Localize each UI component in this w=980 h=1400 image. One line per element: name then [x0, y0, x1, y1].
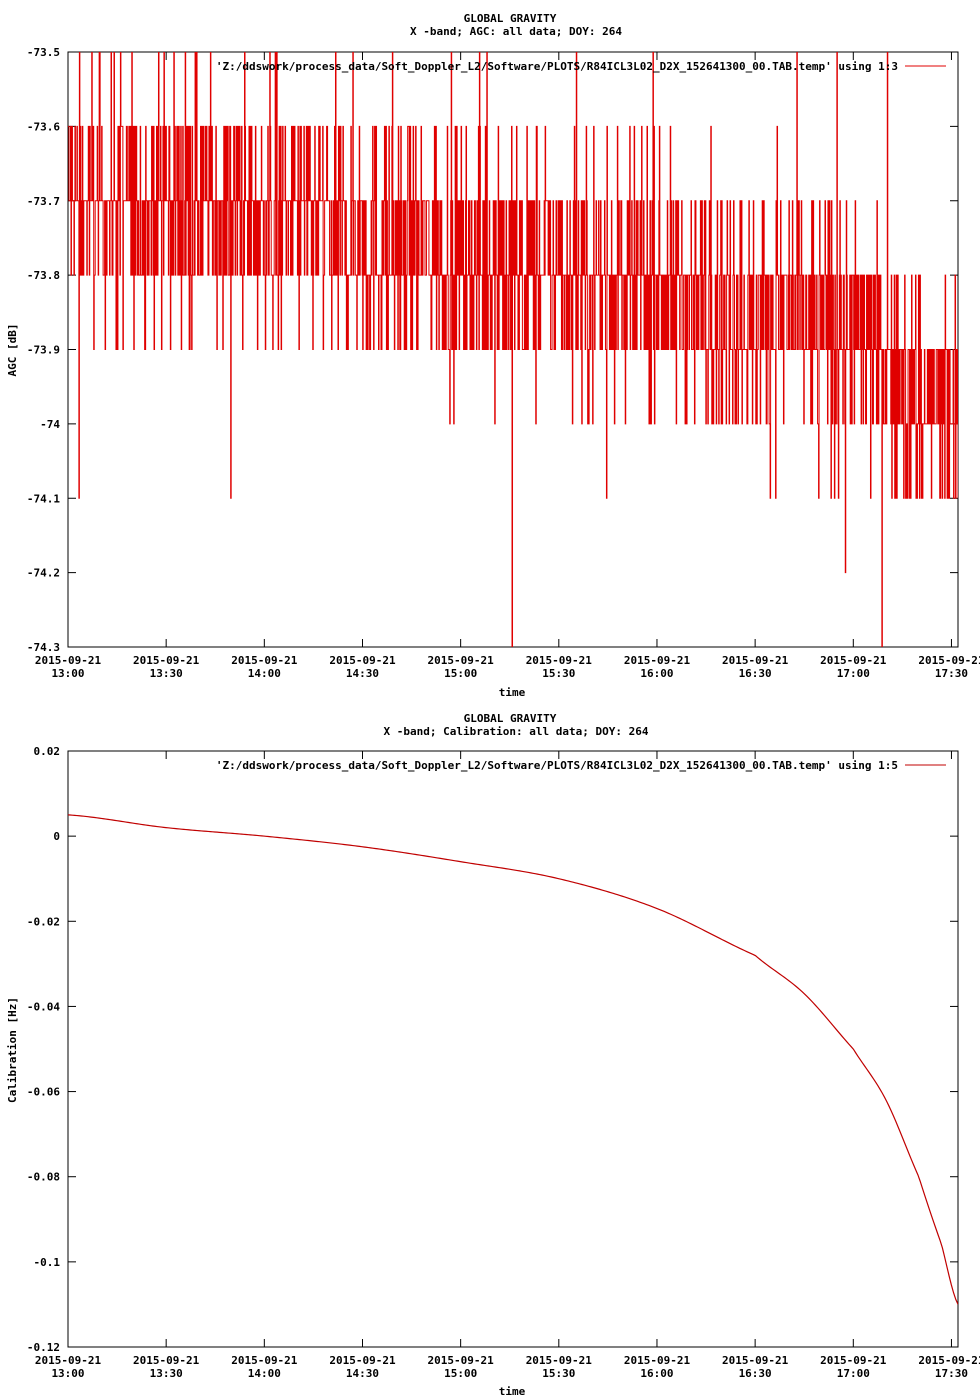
agc-xticks: 2015-09-2113:002015-09-2113:302015-09-21…: [35, 52, 980, 680]
agc-xtick-date: 2015-09-21: [624, 654, 691, 667]
cal-xtick-date: 2015-09-21: [526, 1354, 593, 1367]
agc-xtick-time: 16:00: [640, 667, 673, 680]
cal-ytick-label: -0.02: [27, 915, 60, 928]
cal-ytick-label: -0.1: [34, 1256, 61, 1269]
cal-ytick-label: -0.08: [27, 1171, 60, 1184]
agc-series-line: [68, 52, 958, 647]
agc-xtick-date: 2015-09-21: [918, 654, 980, 667]
agc-xtick-time: 13:00: [51, 667, 84, 680]
agc-ytick-label: -73.5: [27, 46, 60, 59]
agc-xtick-date: 2015-09-21: [526, 654, 593, 667]
cal-ytick-label: -0.06: [27, 1086, 60, 1099]
agc-chart-title: GLOBAL GRAVITY: [464, 12, 557, 25]
cal-plot-frame: [67, 750, 959, 1348]
cal-xtick-time: 14:00: [248, 1367, 281, 1380]
cal-chart-subtitle: X -band; Calibration: all data; DOY: 264: [384, 725, 649, 738]
agc-xtick-time: 15:00: [444, 667, 477, 680]
cal-series-line: [68, 814, 958, 1305]
cal-xtick-time: 16:30: [739, 1367, 772, 1380]
cal-xtick-time: 15:00: [444, 1367, 477, 1380]
cal-xtick-date: 2015-09-21: [820, 1354, 887, 1367]
cal-xticks: 2015-09-2113:002015-09-2113:302015-09-21…: [35, 751, 980, 1380]
cal-ytick-label: 0.02: [34, 745, 61, 758]
cal-xtick-time: 13:00: [51, 1367, 84, 1380]
cal-ytick-label: -0.12: [27, 1341, 60, 1354]
cal-chart-title: GLOBAL GRAVITY: [464, 712, 557, 725]
agc-ytick-label: -74.3: [27, 641, 60, 654]
agc-ytick-label: -74: [40, 418, 60, 431]
agc-yticks: -73.5 -73.6 -73.7 -73.8 -73.9 -74 -74.1 -74.2 -7…: [27, 46, 958, 654]
cal-xtick-date: 2015-09-21: [624, 1354, 691, 1367]
agc-plot-area: [68, 52, 958, 647]
cal-xtick-time: 13:30: [150, 1367, 183, 1380]
cal-xtick-time: 17:00: [837, 1367, 870, 1380]
agc-xtick-date: 2015-09-21: [329, 654, 396, 667]
cal-yticks: 0.02 0 -0.02 -0.04 -0.06 -0.08 -0.1 -0.12: [27, 745, 958, 1354]
cal-xtick-time: 14:30: [346, 1367, 379, 1380]
agc-xtick-time: 16:30: [739, 667, 772, 680]
calibration-chart: GLOBAL GRAVITY X -band; Calibration: all…: [6, 712, 980, 1398]
cal-xtick-time: 16:00: [640, 1367, 673, 1380]
agc-xtick-date: 2015-09-21: [428, 654, 495, 667]
cal-ytick-label: -0.04: [27, 1000, 60, 1013]
agc-ytick-label: -74.1: [27, 492, 60, 505]
agc-ytick-label: -73.7: [27, 195, 60, 208]
cal-xtick-date: 2015-09-21: [35, 1354, 102, 1367]
cal-xtick-time: 15:30: [542, 1367, 575, 1380]
cal-xtick-date: 2015-09-21: [918, 1354, 980, 1367]
agc-chart: GLOBAL GRAVITY X -band; AGC: all data; D…: [6, 12, 980, 699]
cal-xtick-date: 2015-09-21: [722, 1354, 789, 1367]
agc-chart-subtitle: X -band; AGC: all data; DOY: 264: [410, 25, 622, 38]
agc-xtick-time: 17:30: [935, 667, 968, 680]
agc-xtick-date: 2015-09-21: [820, 654, 887, 667]
cal-xtick-date: 2015-09-21: [231, 1354, 298, 1367]
agc-xtick-date: 2015-09-21: [133, 654, 200, 667]
cal-xtick-date: 2015-09-21: [133, 1354, 200, 1367]
cal-xtick-date: 2015-09-21: [428, 1354, 495, 1367]
agc-xtick-date: 2015-09-21: [722, 654, 789, 667]
agc-y-axis-label: AGC [dB]: [6, 324, 19, 377]
agc-xtick-time: 14:30: [346, 667, 379, 680]
agc-xtick-time: 14:00: [248, 667, 281, 680]
agc-ytick-label: -73.6: [27, 120, 60, 133]
cal-xtick-date: 2015-09-21: [329, 1354, 396, 1367]
cal-xtick-time: 17:30: [935, 1367, 968, 1380]
cal-ytick-label: 0: [53, 830, 60, 843]
agc-x-axis-label: time: [499, 686, 526, 699]
cal-y-axis-label: Calibration [Hz]: [6, 997, 19, 1103]
cal-x-axis-label: time: [499, 1385, 526, 1398]
agc-ytick-label: -73.9: [27, 344, 60, 357]
cal-legend-label: 'Z:/ddswork/process_data/Soft_Doppler_L2…: [216, 759, 898, 772]
agc-legend-label: 'Z:/ddswork/process_data/Soft_Doppler_L2…: [216, 60, 898, 73]
agc-xtick-time: 15:30: [542, 667, 575, 680]
agc-xtick-time: 13:30: [150, 667, 183, 680]
agc-xtick-date: 2015-09-21: [35, 654, 102, 667]
agc-ytick-label: -74.2: [27, 567, 60, 580]
agc-xtick-date: 2015-09-21: [231, 654, 298, 667]
agc-xtick-time: 17:00: [837, 667, 870, 680]
cal-plot-area: [68, 814, 958, 1305]
agc-ytick-label: -73.8: [27, 269, 60, 282]
